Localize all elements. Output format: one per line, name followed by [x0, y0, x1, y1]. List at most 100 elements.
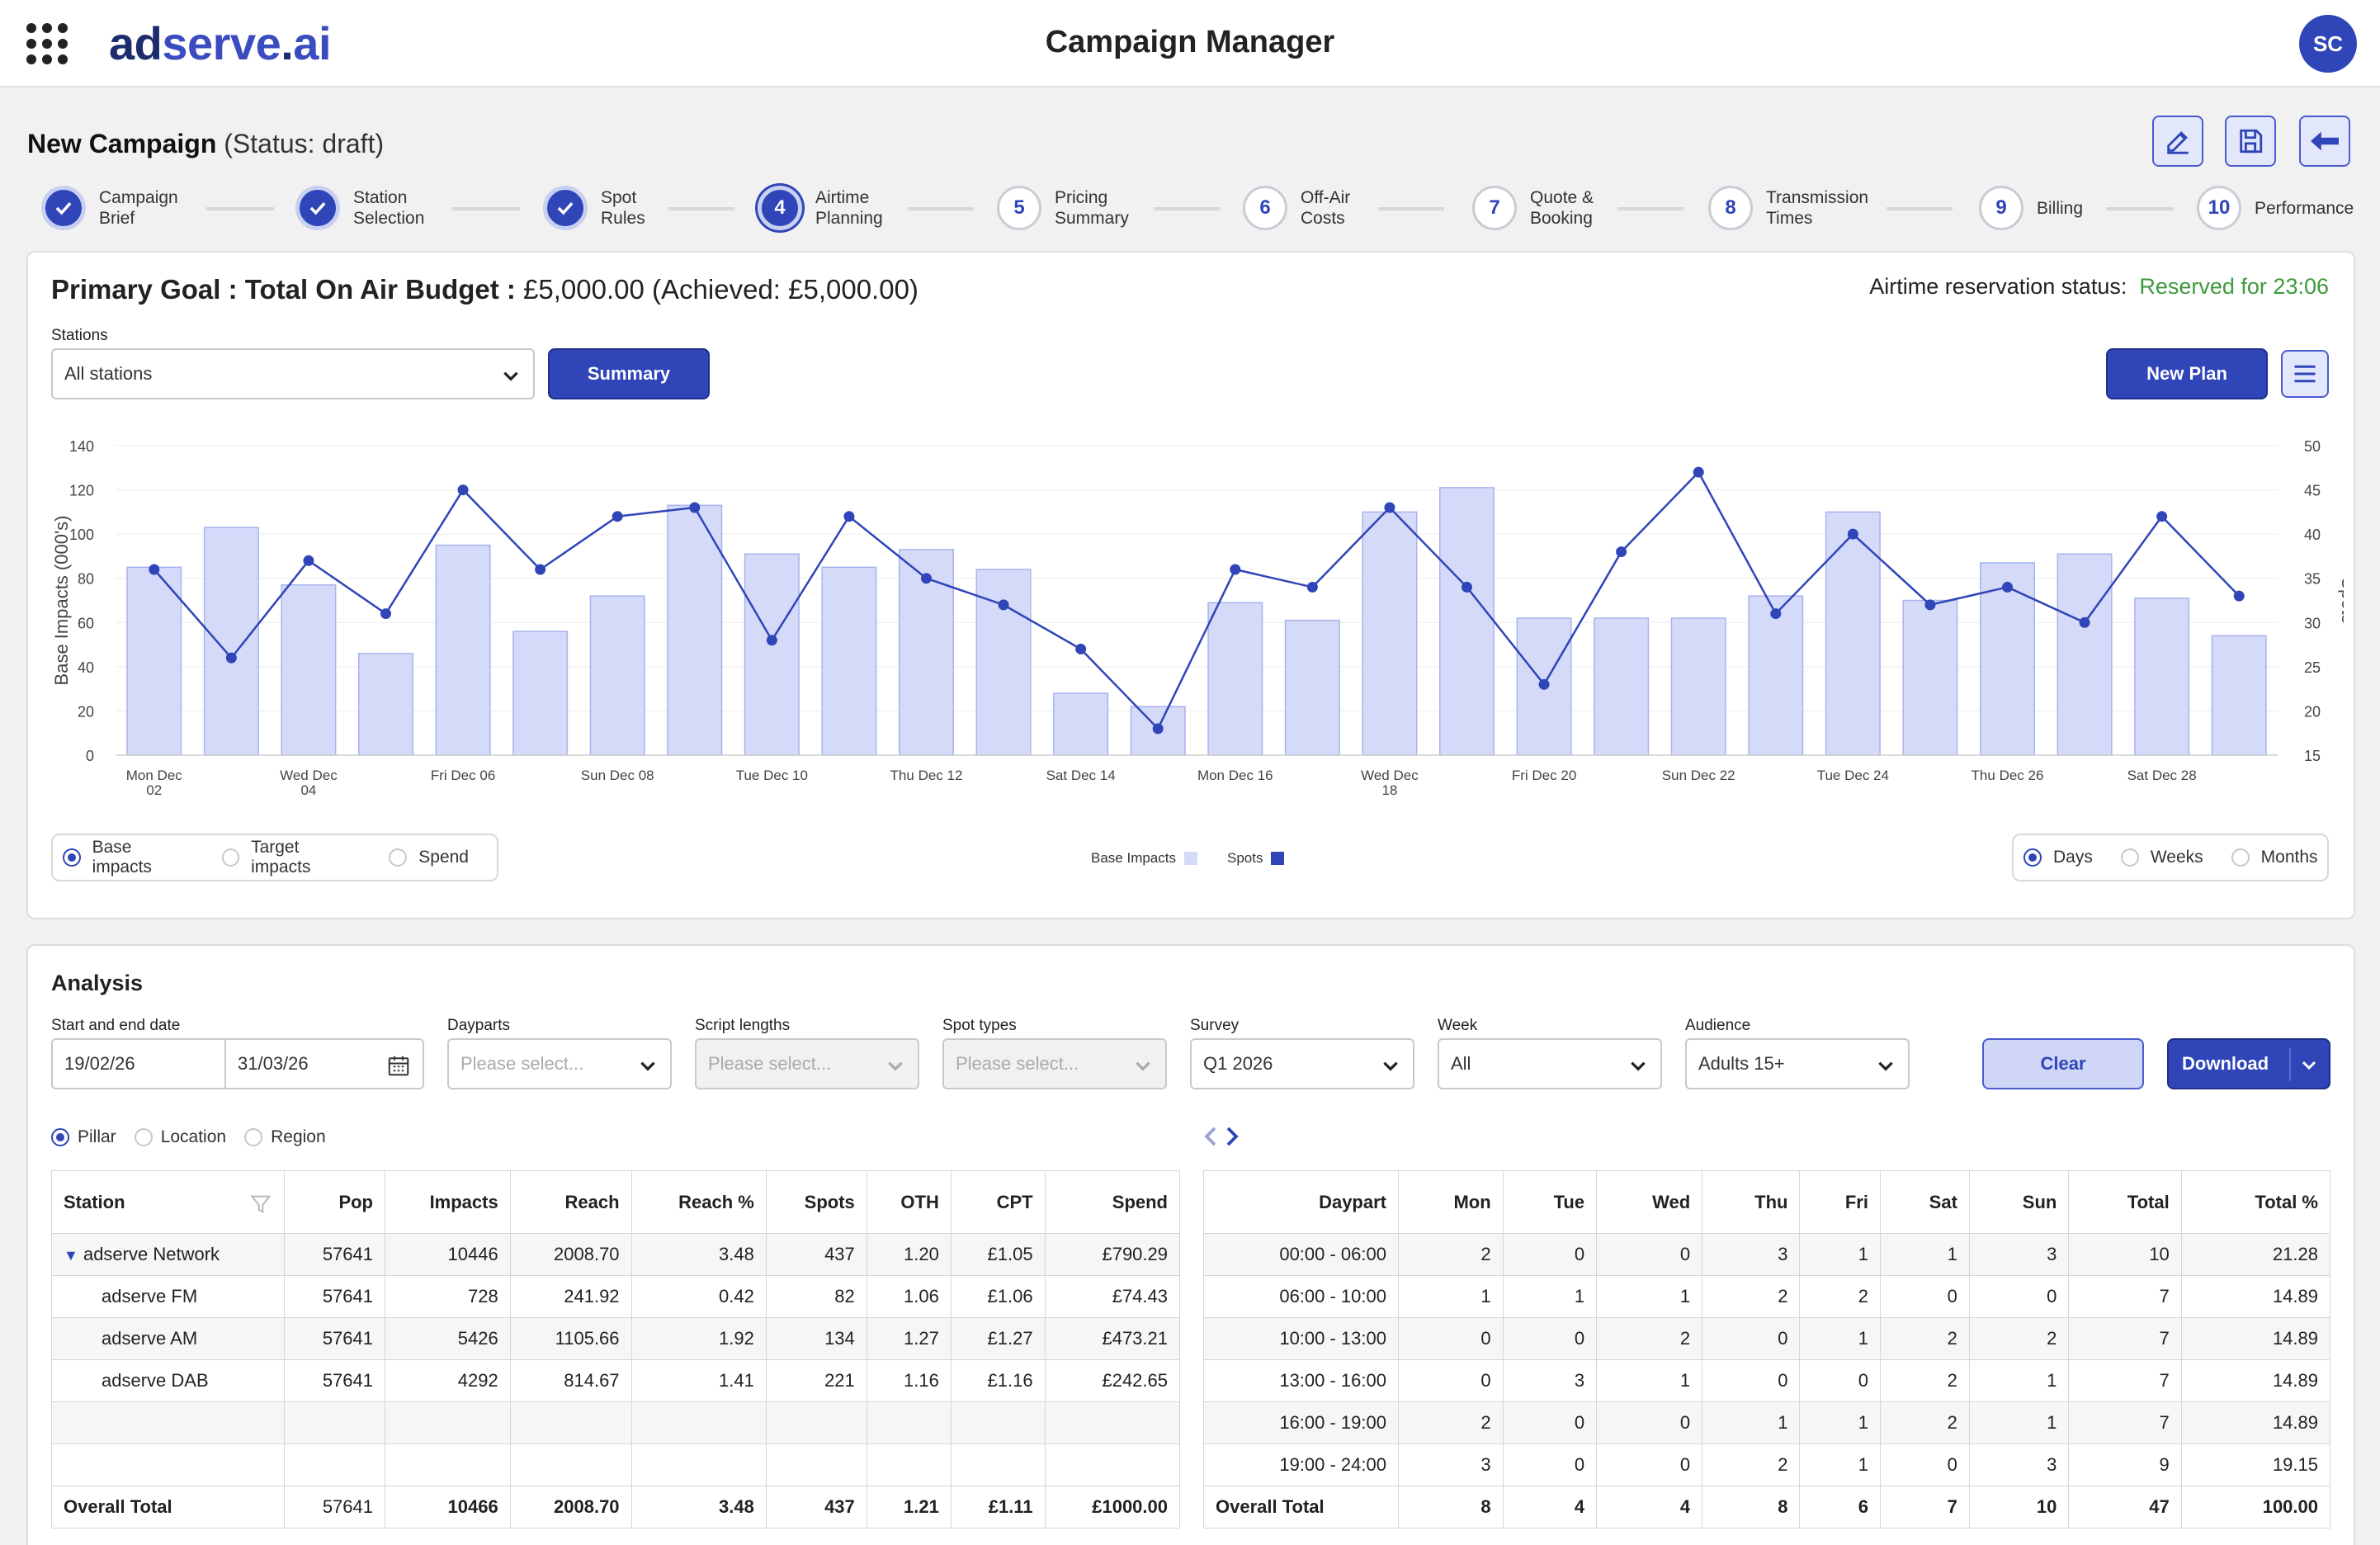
spots-point	[457, 484, 469, 496]
page-title: New Campaign (Status: draft)	[27, 129, 385, 158]
col-pop[interactable]: Pop	[284, 1170, 385, 1234]
col-station[interactable]: Station	[51, 1170, 285, 1234]
x-tick-label: Sat Dec 14	[1046, 768, 1116, 783]
spots-point	[1770, 608, 1782, 620]
col-impacts[interactable]: Impacts	[385, 1170, 511, 1234]
col-daypart[interactable]: Daypart	[1203, 1170, 1399, 1234]
clear-button[interactable]: Clear	[1982, 1038, 2144, 1089]
spots-point	[1306, 581, 1318, 593]
back-button[interactable]	[2299, 116, 2350, 167]
x-tick-label: 04	[300, 782, 316, 798]
table-row[interactable]: ▼ adserve Network 57641 10446 2008.70 3.48 4…	[51, 1233, 1181, 1276]
table-row[interactable]: 19:00 - 24:00 3 0 0 2 1 0 3 9 19.15	[1203, 1443, 2331, 1486]
radio-base-impacts[interactable]: Base impacts	[63, 838, 194, 877]
save-button[interactable]	[2225, 116, 2276, 167]
menu-button[interactable]	[2281, 350, 2329, 398]
table-row[interactable]: 06:00 - 10:00 1 1 1 2 2 0 0 7 14.89	[1203, 1275, 2331, 1318]
floppy-disk-icon	[2240, 129, 2263, 154]
x-tick-label: Tue Dec 24	[1817, 768, 1889, 783]
step-spot-rules[interactable]: Spot Rules	[543, 183, 645, 233]
spot-types-select[interactable]: Please select...	[942, 1038, 1167, 1089]
col-sun[interactable]: Sun	[1968, 1170, 2070, 1234]
audience-select[interactable]: Adults 15+	[1685, 1038, 1910, 1089]
chevron-down-icon	[1878, 1061, 1893, 1071]
chevron-down-icon	[1136, 1061, 1150, 1071]
step-airtime-planning[interactable]: 4 Airtime Planning	[758, 183, 883, 233]
bar	[1207, 602, 1263, 756]
summary-button[interactable]: Summary	[548, 348, 710, 399]
survey-select[interactable]: Q1 2026	[1190, 1038, 1414, 1089]
table-row[interactable]: 10:00 - 13:00 0 0 2 0 1 2 2 7 14.89	[1203, 1317, 2331, 1360]
radio-region[interactable]: Region	[244, 1127, 326, 1147]
period-radio-group: Days Weeks Months	[2012, 834, 2329, 881]
step-station-selection[interactable]: Station Selection	[295, 183, 424, 233]
edit-button[interactable]	[2152, 116, 2203, 167]
bar	[1284, 619, 1340, 756]
filter-icon[interactable]	[249, 1193, 272, 1216]
col-total[interactable]: Total	[2068, 1170, 2182, 1234]
spots-point	[843, 511, 855, 522]
table-row[interactable]: 13:00 - 16:00 0 3 1 0 0 2 1 7 14.89	[1203, 1359, 2331, 1402]
chevron-right-icon[interactable]	[1221, 1124, 1243, 1149]
caret-down-icon[interactable]: ▼	[64, 1247, 78, 1264]
spots-point	[689, 502, 701, 513]
y-tick-label: 100	[69, 527, 94, 543]
col-total-pct[interactable]: Total %	[2180, 1170, 2331, 1234]
radio-spend[interactable]: Spend	[389, 848, 469, 867]
col-fri[interactable]: Fri	[1799, 1170, 1881, 1234]
y2-axis-label: Spots	[2338, 577, 2344, 623]
radio-weeks[interactable]: Weeks	[2120, 848, 2203, 867]
start-date-input[interactable]: 19/02/26	[51, 1038, 226, 1089]
download-button[interactable]: Download	[2167, 1038, 2330, 1089]
col-spend[interactable]: Spend	[1044, 1170, 1181, 1234]
radio-months[interactable]: Months	[2231, 848, 2318, 867]
radio-days[interactable]: Days	[2023, 848, 2093, 867]
bar	[975, 569, 1032, 756]
col-thu[interactable]: Thu	[1702, 1170, 1801, 1234]
spots-point	[766, 635, 777, 646]
x-tick-label: Tue Dec 10	[736, 768, 808, 783]
script-lengths-label: Script lengths	[695, 1017, 791, 1034]
bar	[589, 595, 645, 756]
table-row[interactable]: adserve DAB 57641 4292 814.67 1.41 221 1.16 £1…	[51, 1359, 1181, 1402]
radio-location[interactable]: Location	[134, 1127, 226, 1147]
x-tick-label: Thu Dec 12	[890, 768, 963, 783]
stations-select[interactable]: All stations	[51, 348, 535, 399]
table-row[interactable]: 16:00 - 19:00 2 0 0 1 1 2 1 7 14.89	[1203, 1401, 2331, 1444]
table-row[interactable]: adserve FM 57641 728 241.92 0.42 82 1.06 £1.06…	[51, 1275, 1181, 1318]
primary-goal: Primary Goal : Total On Air Budget : £5,…	[51, 274, 918, 305]
step-transmission-times[interactable]: 8 Transmission Times	[1708, 183, 1868, 233]
step-quote-booking[interactable]: 7 Quote & Booking	[1472, 183, 1594, 233]
table-row[interactable]: 00:00 - 06:00 2 0 0 3 1 1 3 10 21.28	[1203, 1233, 2331, 1276]
step-billing[interactable]: 9 Billing	[1979, 183, 2083, 233]
col-mon[interactable]: Mon	[1398, 1170, 1504, 1234]
script-lengths-select[interactable]: Please select...	[695, 1038, 919, 1089]
dayparts-select[interactable]: Please select...	[447, 1038, 672, 1089]
col-reach-pct[interactable]: Reach %	[630, 1170, 767, 1234]
step-campaign-brief[interactable]: Campaign Brief	[41, 183, 178, 233]
radio-pillar[interactable]: Pillar	[51, 1127, 116, 1147]
step-performance[interactable]: 10 Performance	[2197, 183, 2354, 233]
step-pricing-summary[interactable]: 5 Pricing Summary	[997, 183, 1129, 233]
table-row[interactable]: adserve AM 57641 5426 1105.66 1.92 134 1.27 £1…	[51, 1317, 1181, 1360]
step-off-air-costs[interactable]: 6 Off-Air Costs	[1243, 183, 1350, 233]
bar	[667, 504, 723, 756]
week-select[interactable]: All	[1438, 1038, 1662, 1089]
calendar-icon[interactable]	[386, 1053, 411, 1078]
logo[interactable]: adserve.ai	[109, 17, 331, 69]
col-tue[interactable]: Tue	[1502, 1170, 1598, 1234]
bar	[1053, 692, 1109, 756]
radio-target-impacts[interactable]: Target impacts	[221, 838, 361, 877]
end-date-input[interactable]: 31/03/26	[224, 1038, 424, 1089]
new-plan-button[interactable]: New Plan	[2106, 348, 2268, 399]
col-oth[interactable]: OTH	[866, 1170, 952, 1234]
col-cpt[interactable]: CPT	[950, 1170, 1046, 1234]
spots-point	[1847, 528, 1858, 540]
avatar[interactable]: SC	[2299, 15, 2357, 73]
col-sat[interactable]: Sat	[1879, 1170, 1970, 1234]
col-wed[interactable]: Wed	[1596, 1170, 1703, 1234]
col-spots[interactable]: Spots	[765, 1170, 867, 1234]
chevron-left-icon[interactable]	[1200, 1124, 1221, 1149]
apps-grid-icon[interactable]	[26, 23, 68, 64]
col-reach[interactable]: Reach	[509, 1170, 632, 1234]
